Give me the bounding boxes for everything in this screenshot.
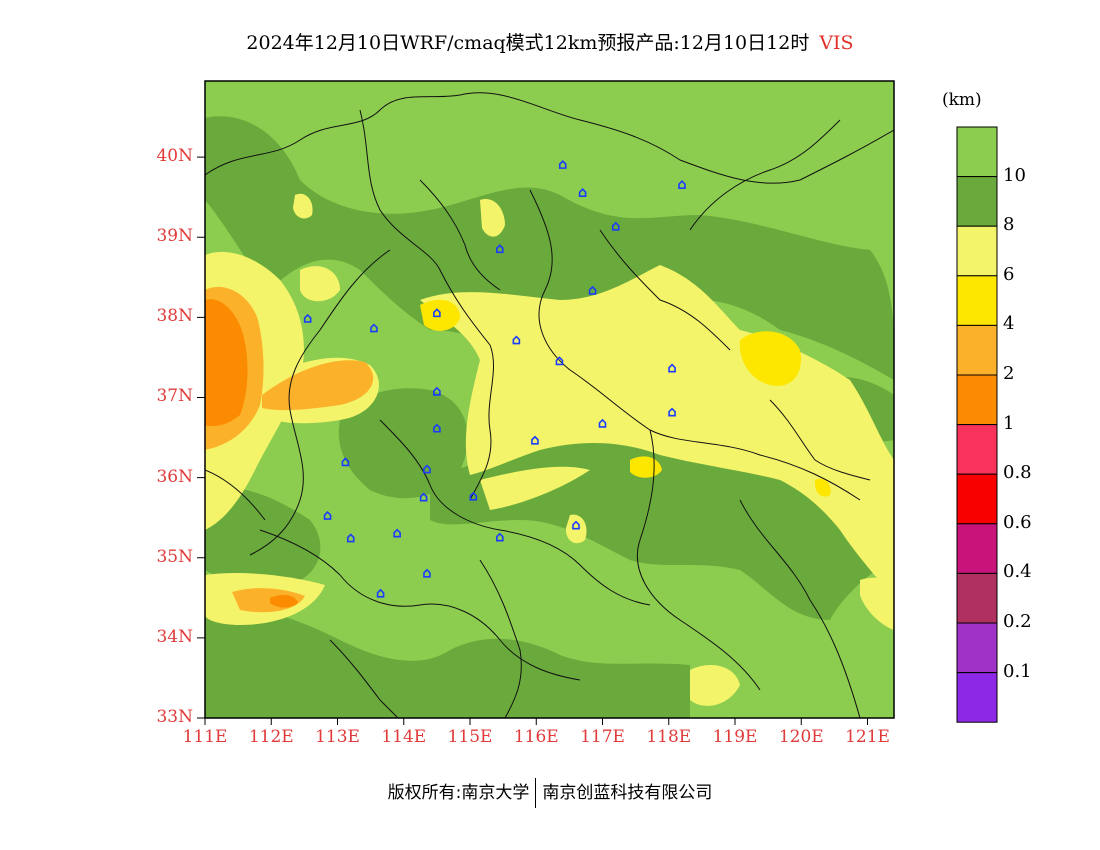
- station-marker: [370, 323, 378, 333]
- lon-tick-marks: [204, 718, 868, 725]
- station-marker: [512, 335, 521, 345]
- colorbar-label: 0.4: [1003, 561, 1032, 583]
- lat-label: 38N: [156, 306, 193, 327]
- station-marker: [588, 285, 597, 295]
- station-marker: [668, 407, 676, 417]
- colorbar-segment: [956, 225, 998, 277]
- colorbar-label: 0.8: [1003, 462, 1032, 484]
- station-marker: [572, 520, 580, 530]
- station-marker: [496, 244, 504, 254]
- lat-label: 35N: [156, 546, 193, 567]
- colorbar-label: 8: [1003, 214, 1015, 236]
- colorbar-segment: [956, 572, 998, 624]
- station-marker: [531, 435, 539, 445]
- colorbar-unit: (km): [942, 90, 982, 110]
- lon-label: 121E: [845, 727, 890, 747]
- lon-label: 114E: [381, 727, 427, 747]
- station-marker: [555, 356, 564, 366]
- lat-label: 36N: [156, 466, 193, 487]
- footer-right: 南京创蓝科技有限公司: [542, 783, 713, 803]
- station-marker: [423, 568, 431, 578]
- lat-tick-marks: [197, 156, 205, 719]
- station-marker: [346, 533, 355, 543]
- colorbar-label: 4: [1003, 313, 1015, 335]
- orange-zones: [205, 299, 298, 608]
- station-marker: [578, 188, 587, 197]
- map-frame: [204, 80, 895, 719]
- lat-label: 34N: [156, 626, 193, 647]
- lon-label: 112E: [248, 727, 294, 747]
- station-marker: [303, 313, 312, 323]
- title-variable: VIS: [819, 32, 854, 54]
- footer-left: 版权所有:南京大学: [387, 783, 530, 803]
- station-marker: [496, 532, 504, 542]
- colorbar-segment: [956, 374, 998, 426]
- yellow-zones: [420, 299, 831, 497]
- lat-label: 39N: [156, 226, 193, 247]
- station-marker: [433, 423, 441, 433]
- station-marker: [433, 386, 441, 396]
- station-marker: [376, 588, 385, 598]
- colorbar-segment: [956, 523, 998, 574]
- station-markers: [303, 160, 686, 598]
- colorbar-segment: [956, 324, 998, 376]
- colorbar-segment: [956, 622, 998, 674]
- lat-label: 37N: [156, 386, 193, 407]
- colorbar-segment: [956, 126, 998, 178]
- station-marker: [393, 528, 401, 538]
- station-marker: [668, 363, 676, 373]
- colorbar-segment: [956, 424, 998, 475]
- colorbar-label: 10: [1003, 164, 1026, 186]
- lon-label: 117E: [580, 727, 625, 747]
- station-marker: [423, 464, 431, 474]
- station-marker: [323, 510, 332, 520]
- colorbar-segment: [956, 275, 998, 326]
- colorbar-label: 1: [1003, 412, 1015, 434]
- station-marker: [433, 308, 441, 318]
- lat-label: 33N: [156, 707, 193, 727]
- footer-separator: [535, 778, 537, 808]
- lon-label: 111E: [182, 727, 228, 747]
- colorbar-label: 6: [1003, 263, 1015, 285]
- map-title: 2024年12月10日WRF/cmaq模式12km预报产品:12月10日12时 V…: [0, 28, 1100, 55]
- station-marker: [419, 492, 428, 502]
- lon-label: 113E: [315, 727, 360, 747]
- lon-label: 119E: [712, 727, 758, 747]
- lon-label: 118E: [646, 727, 692, 747]
- lat-label: 40N: [156, 146, 193, 167]
- boundary-lines: [205, 92, 894, 718]
- copyright-footer: 版权所有:南京大学 南京创蓝科技有限公司: [0, 778, 1100, 808]
- colorbar-label: 0.2: [1003, 611, 1032, 632]
- station-marker: [678, 180, 686, 189]
- colorbar-label: 2: [1003, 363, 1015, 384]
- colorbar-label: 0.1: [1003, 660, 1032, 682]
- station-marker: [598, 418, 607, 428]
- colorbar-label: 0.6: [1003, 511, 1032, 533]
- colorbar-segment: [956, 176, 998, 227]
- lon-label: 115E: [447, 727, 493, 747]
- title-text: 2024年12月10日WRF/cmaq模式12km预报产品:12月10日12时: [246, 32, 810, 54]
- station-marker: [558, 160, 567, 169]
- lon-label: 116E: [513, 727, 559, 747]
- station-marker: [469, 491, 478, 501]
- colorbar: [956, 126, 998, 723]
- colorbar-segment: [956, 473, 998, 525]
- station-marker: [341, 457, 350, 467]
- lon-label: 120E: [778, 727, 824, 747]
- colorbar-segment: [956, 672, 998, 723]
- station-marker: [611, 221, 620, 231]
